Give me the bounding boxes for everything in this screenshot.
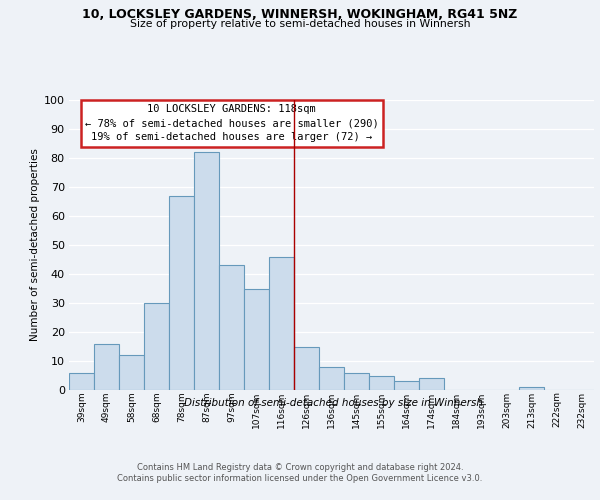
Bar	[369, 376, 394, 390]
Bar	[269, 256, 294, 390]
Bar	[69, 372, 94, 390]
Text: Contains HM Land Registry data © Crown copyright and database right 2024.: Contains HM Land Registry data © Crown c…	[137, 462, 463, 471]
Text: 10, LOCKSLEY GARDENS, WINNERSH, WOKINGHAM, RG41 5NZ: 10, LOCKSLEY GARDENS, WINNERSH, WOKINGHA…	[82, 8, 518, 20]
Bar	[144, 303, 169, 390]
Bar	[219, 266, 244, 390]
Text: Distribution of semi-detached houses by size in Winnersh: Distribution of semi-detached houses by …	[184, 398, 482, 407]
Bar	[419, 378, 444, 390]
Y-axis label: Number of semi-detached properties: Number of semi-detached properties	[29, 148, 40, 342]
Bar	[319, 367, 344, 390]
Bar	[394, 382, 419, 390]
Bar	[244, 288, 269, 390]
Text: Contains public sector information licensed under the Open Government Licence v3: Contains public sector information licen…	[118, 474, 482, 483]
Bar	[94, 344, 119, 390]
Bar	[519, 387, 544, 390]
Bar	[169, 196, 194, 390]
Bar	[194, 152, 219, 390]
Text: 10 LOCKSLEY GARDENS: 118sqm
← 78% of semi-detached houses are smaller (290)
19% : 10 LOCKSLEY GARDENS: 118sqm ← 78% of sem…	[85, 104, 379, 142]
Bar	[344, 372, 369, 390]
Text: Size of property relative to semi-detached houses in Winnersh: Size of property relative to semi-detach…	[130, 19, 470, 29]
Bar	[119, 355, 144, 390]
Bar	[294, 346, 319, 390]
